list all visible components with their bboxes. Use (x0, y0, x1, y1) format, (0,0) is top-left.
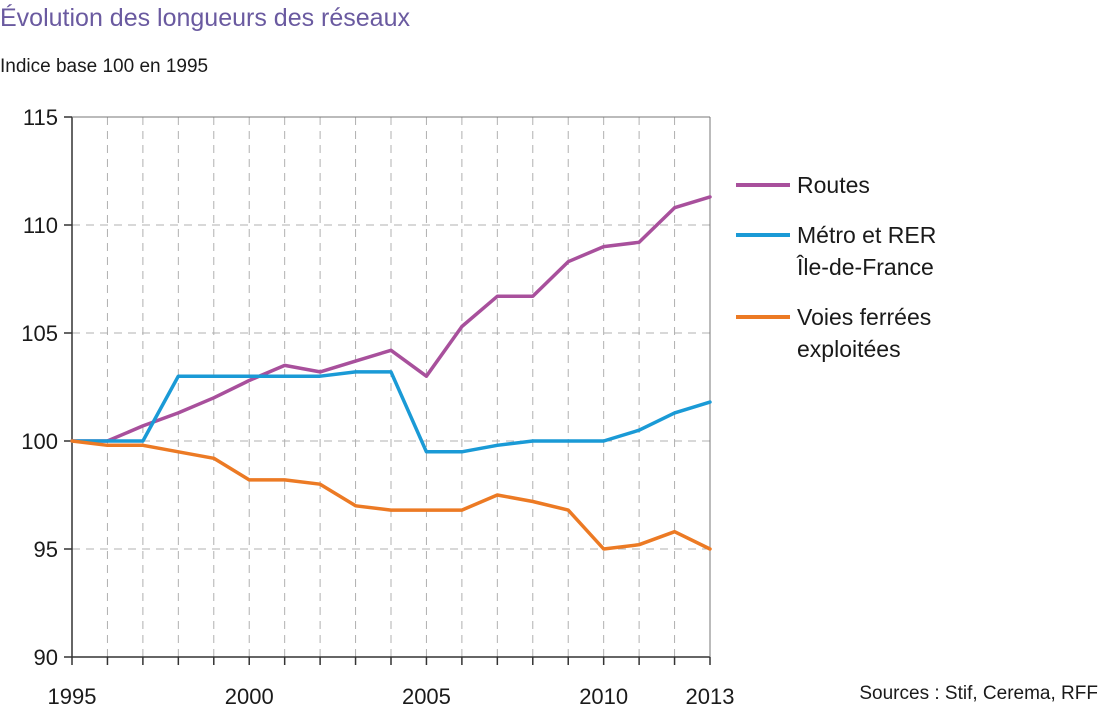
x-tick-label: 1995 (48, 684, 97, 706)
x-tick-label: 2000 (225, 684, 274, 706)
y-tick-label: 90 (34, 645, 58, 670)
y-tick-label: 105 (21, 321, 58, 346)
x-tick-label: 2013 (686, 684, 735, 706)
chart-title: Évolution des longueurs des réseaux (0, 4, 410, 32)
y-tick-label: 115 (23, 105, 58, 130)
legend-label: Voies ferrées (797, 304, 931, 330)
series-lines (70, 195, 712, 551)
series-line (70, 195, 712, 443)
y-tick-label: 95 (34, 537, 58, 562)
tick-labels: 90 95 100 105 110 115 1995 2000 2005 2010 2013 (21, 105, 734, 706)
y-tick-label: 100 (21, 429, 58, 454)
legend-label: Métro et RER (797, 222, 936, 248)
series-line (70, 370, 712, 454)
axes (64, 116, 711, 665)
chart-source: Sources : Stif, Cerema, RFF (859, 683, 1098, 704)
x-tick-label: 2005 (402, 684, 451, 706)
grid-lines (72, 116, 711, 657)
y-tick-label: 110 (23, 213, 58, 238)
legend-label: Île-de-France (796, 254, 934, 280)
legend-label: Routes (797, 172, 870, 198)
series-line (70, 439, 712, 551)
legend-label: exploitées (797, 336, 901, 362)
chart-subtitle: Indice base 100 en 1995 (0, 56, 209, 77)
x-tick-label: 2010 (579, 684, 628, 706)
legend: Routes Métro et RER Île-de-France Voies fer… (736, 172, 936, 362)
